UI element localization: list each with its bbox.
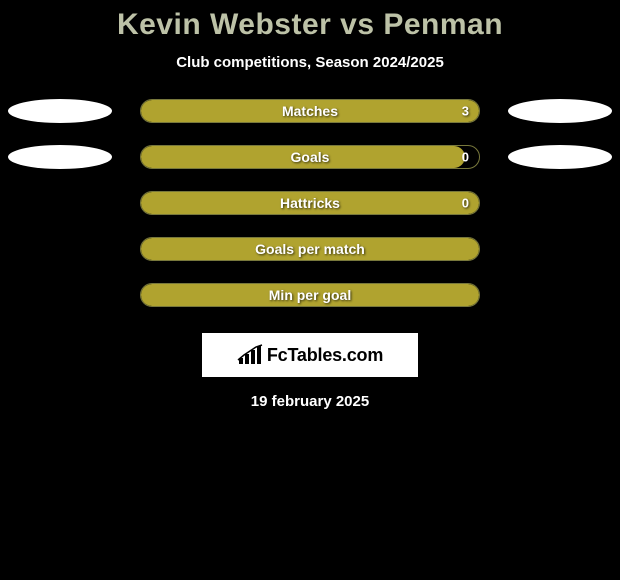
stat-bar: Goals 0 <box>140 145 480 169</box>
stat-value: 3 <box>462 104 469 119</box>
stat-value: 0 <box>462 196 469 211</box>
stat-row: Goals per match <box>0 237 620 261</box>
stat-rows: Matches 3 Goals 0 Hattricks 0 Goals per match M… <box>0 99 620 307</box>
stat-bar: Min per goal <box>140 283 480 307</box>
player-ellipse-left <box>8 145 112 169</box>
stat-bar: Matches 3 <box>140 99 480 123</box>
player-ellipse-left <box>8 99 112 123</box>
stat-row: Hattricks 0 <box>0 191 620 215</box>
bar-chart-icon <box>237 344 263 366</box>
stat-row: Matches 3 <box>0 99 620 123</box>
comparison-infographic: Kevin Webster vs Penman Club competition… <box>0 0 620 580</box>
stat-label: Hattricks <box>280 195 340 211</box>
date-text: 19 february 2025 <box>251 393 369 410</box>
logo-text: FcTables.com <box>267 345 383 366</box>
logo-box: FcTables.com <box>202 333 418 377</box>
subtitle: Club competitions, Season 2024/2025 <box>176 54 444 71</box>
stat-row: Goals 0 <box>0 145 620 169</box>
stat-label: Goals per match <box>255 241 365 257</box>
stat-value: 0 <box>462 150 469 165</box>
stat-label: Min per goal <box>269 287 351 303</box>
stat-label: Goals <box>291 149 330 165</box>
stat-row: Min per goal <box>0 283 620 307</box>
stat-label: Matches <box>282 103 338 119</box>
player-ellipse-right <box>508 99 612 123</box>
title: Kevin Webster vs Penman <box>117 8 503 42</box>
player-ellipse-right <box>508 145 612 169</box>
stat-bar: Hattricks 0 <box>140 191 480 215</box>
stat-bar: Goals per match <box>140 237 480 261</box>
